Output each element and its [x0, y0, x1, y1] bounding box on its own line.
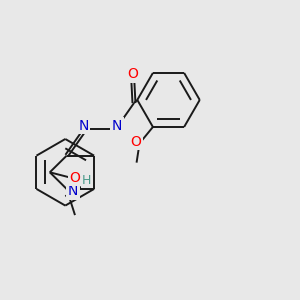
Text: H: H [82, 173, 91, 187]
Text: O: O [127, 67, 138, 81]
Text: O: O [69, 171, 80, 184]
Text: N: N [68, 184, 78, 198]
Text: N: N [112, 119, 122, 133]
Text: O: O [130, 135, 141, 149]
Text: N: N [78, 119, 89, 133]
